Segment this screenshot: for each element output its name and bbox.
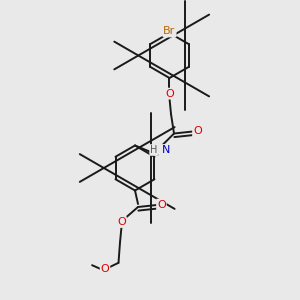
- Text: N: N: [161, 145, 170, 155]
- Text: O: O: [117, 217, 126, 227]
- Text: O: O: [165, 88, 174, 99]
- Text: H: H: [150, 145, 158, 155]
- Text: O: O: [193, 126, 202, 136]
- Text: O: O: [157, 200, 166, 210]
- Text: Br: Br: [164, 26, 175, 37]
- Text: O: O: [100, 264, 109, 274]
